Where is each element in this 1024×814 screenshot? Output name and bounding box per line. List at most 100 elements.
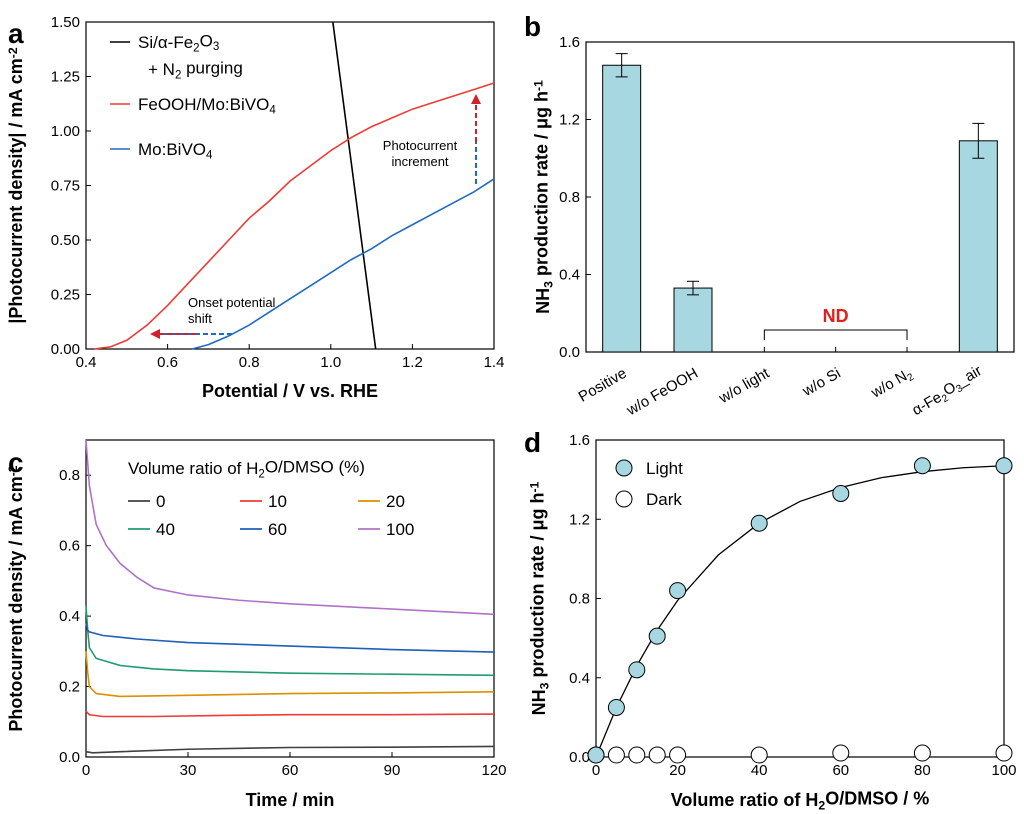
- panel-a-xlabel: Potential / V vs. RHE: [202, 381, 378, 401]
- panel-c-ylabel: Photocurrent density / mA cm-2: [6, 465, 26, 731]
- panel-c-frame: [85, 439, 495, 758]
- panel-b-category-label: α-Fe2O3_air: [908, 362, 988, 421]
- panel-a-ytick-label: 0.25: [51, 287, 80, 304]
- panel-c-ytick-label: 0.0: [59, 749, 80, 766]
- panel-a-onset-label: shift: [188, 311, 212, 326]
- panel-b-bar: [958, 140, 998, 353]
- panel-d-legend-label: Dark: [646, 490, 682, 509]
- panel-c-legend-label: 100: [386, 520, 414, 539]
- panel-d-letter: d: [524, 427, 541, 458]
- panel-b-bar: [673, 287, 713, 353]
- panel-c-series-line: [85, 605, 495, 677]
- panel-b-category-label: w/o FeOOH: [623, 365, 701, 420]
- panel-d-point: [913, 457, 931, 475]
- panel-a-ytick-label: 1.50: [51, 14, 80, 31]
- panel-d-legend-label: Light: [646, 459, 683, 478]
- panel-d-point: [648, 746, 666, 764]
- panel-c-legend-label: 0: [156, 492, 165, 511]
- panel-c-legend-title: Volume ratio of H2O/DMSO (%): [128, 457, 365, 480]
- panel-c-series-line: [85, 439, 495, 616]
- panel-a-xtick-label: 1.2: [402, 354, 423, 371]
- panel-c-legend-label: 20: [386, 492, 405, 511]
- panel-d-point: [669, 582, 687, 600]
- panel-c-series-line: [85, 710, 495, 718]
- panel-a-series-line: [191, 178, 495, 350]
- panel-a-increment-arrowhead: [471, 94, 481, 104]
- panel-d-point: [913, 744, 931, 762]
- panel-d-legend-marker: [615, 459, 633, 477]
- panel-c-series-line: [85, 651, 495, 698]
- panel-d-ytick-label: 0.8: [569, 591, 590, 608]
- panel-a-legend-label: FeOOH/Mo:BiVO4: [138, 95, 276, 116]
- panel-a-ylabel: |Photocurrent density| / mA cm-2: [6, 47, 26, 324]
- panel-c-ytick-label: 0.4: [59, 608, 80, 625]
- panel-b-ytick-label: 0.4: [559, 267, 580, 284]
- panel-c-series-line: [85, 622, 495, 653]
- panel-c-legend-label: 10: [268, 492, 287, 511]
- panel-a-series-line: [332, 21, 377, 350]
- panel-a-onset-label: Onset potential: [188, 295, 276, 310]
- panel-a-ytick-label: 0.00: [51, 341, 80, 358]
- panel-a-ytick-label: 1.00: [51, 123, 80, 140]
- panel-c-xtick-label: 120: [481, 762, 506, 779]
- panel-a-letter: a: [8, 18, 24, 49]
- panel-b-category-label: Positive: [576, 365, 630, 406]
- panel-d-ytick-label: 1.2: [569, 511, 590, 528]
- panel-c-series-line: [85, 745, 495, 754]
- panel-a-legend-label: Si/α-Fe2O3: [138, 31, 219, 54]
- panel-c-letter: c: [8, 447, 24, 478]
- panel-d-point: [648, 627, 666, 645]
- panel-d-point: [628, 661, 646, 679]
- panel-d-point: [750, 514, 768, 532]
- panel-d-point: [628, 746, 646, 764]
- panel-d-ylabel: NH3 production rate / μg h-1: [527, 481, 551, 715]
- panel-c-ytick-label: 0.2: [59, 679, 80, 696]
- panel-d-point: [669, 746, 687, 764]
- panel-b-category-label: w/o light: [715, 364, 773, 407]
- panel-d-point: [607, 698, 625, 716]
- panel-d-xtick-label: 100: [991, 762, 1016, 779]
- panel-c-xtick-label: 0: [82, 762, 90, 779]
- panel-c-xtick-label: 60: [282, 762, 299, 779]
- panel-a-legend-label: + N2 purging: [148, 58, 243, 81]
- panel-b-category-label: w/o N2: [868, 365, 917, 404]
- panel-a-increment-label: Photocurrent: [383, 138, 458, 153]
- panel-b-ytick-label: 1.2: [559, 112, 580, 129]
- panel-d-point: [607, 746, 625, 764]
- panel-d-point: [587, 746, 605, 764]
- panel-d-xtick-label: 60: [832, 762, 849, 779]
- panel-b-ytick-label: 0.0: [559, 344, 580, 361]
- panel-c-legend-label: 40: [156, 520, 175, 539]
- panel-d-xtick-label: 80: [914, 762, 931, 779]
- panel-d-point: [750, 746, 768, 764]
- panel-d-point: [995, 457, 1013, 475]
- panel-b-frame: [585, 41, 1015, 353]
- panel-b-bar: [602, 64, 642, 353]
- panel-d-point: [832, 484, 850, 502]
- panel-c-legend-label: 60: [268, 520, 287, 539]
- panel-d-xtick-label: 0: [592, 762, 600, 779]
- panel-a-onset-arrowhead: [150, 329, 160, 339]
- panel-b-nd-label: ND: [823, 306, 849, 326]
- panel-d-frame: [595, 439, 1005, 758]
- panel-b-ylabel: NH3 production rate / μg h-1: [531, 80, 555, 314]
- panel-c-xtick-label: 30: [180, 762, 197, 779]
- panel-d-fit-line: [595, 465, 1005, 758]
- panel-d-xtick-label: 40: [751, 762, 768, 779]
- panel-a-ytick-label: 0.75: [51, 178, 80, 195]
- panel-a-xtick-label: 0.4: [76, 354, 97, 371]
- panel-c-xlabel: Time / min: [246, 790, 335, 810]
- panel-a-xtick-label: 1.4: [484, 354, 505, 371]
- panel-b-ytick-label: 1.6: [559, 34, 580, 51]
- panel-b-ytick-label: 0.8: [559, 189, 580, 206]
- panel-d-point: [995, 744, 1013, 762]
- panel-d-legend-marker: [615, 490, 633, 508]
- panel-a-xtick-label: 0.8: [239, 354, 260, 371]
- panel-d-xtick-label: 20: [669, 762, 686, 779]
- panel-c-ytick-label: 0.6: [59, 538, 80, 555]
- panel-d-ytick-label: 1.6: [569, 432, 590, 449]
- panel-a-series-line: [94, 82, 495, 350]
- panel-a-increment-label: increment: [391, 154, 448, 169]
- panel-a-xtick-label: 0.6: [157, 354, 178, 371]
